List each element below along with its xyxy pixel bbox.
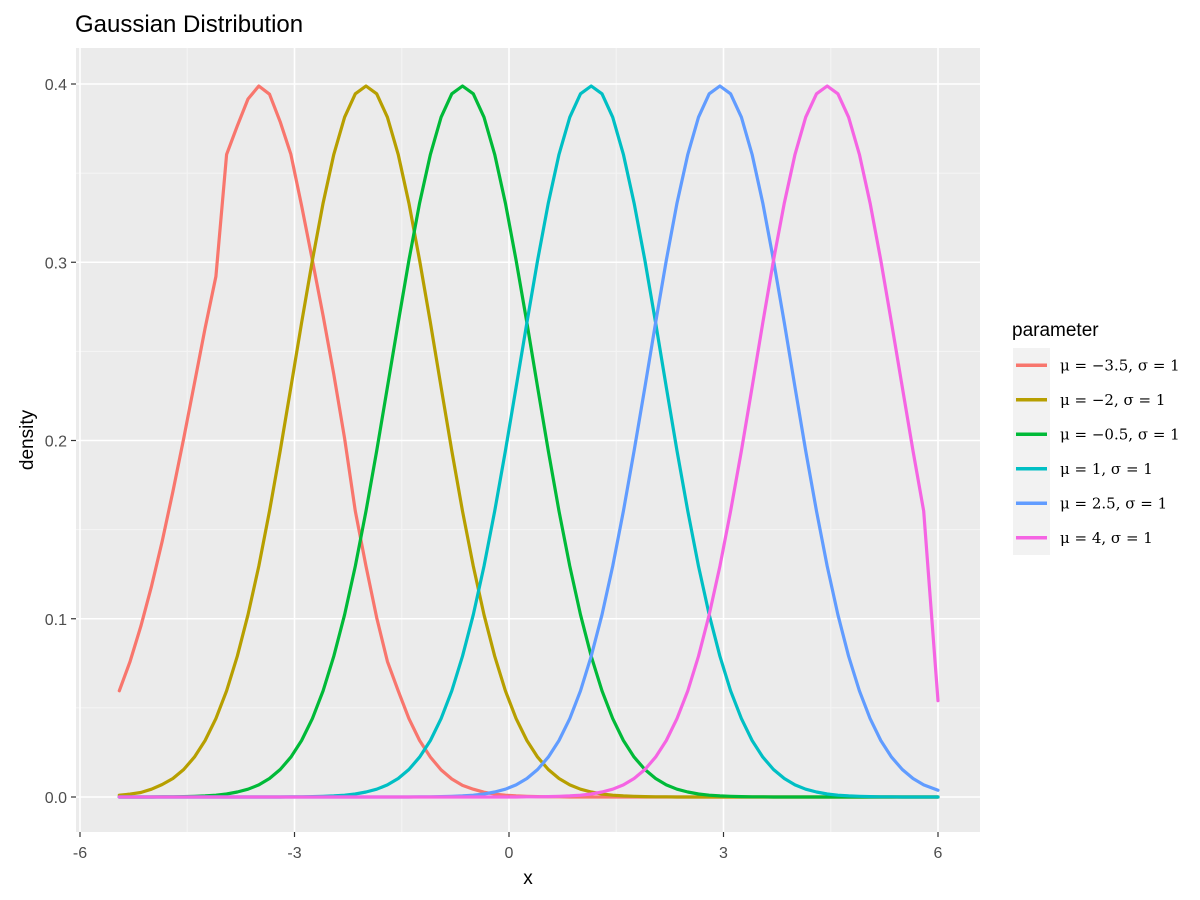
legend-label-6: μ = 4, σ = 1 (1060, 529, 1153, 547)
legend-label-1: μ = −3.5, σ = 1 (1060, 356, 1180, 374)
y-tick-label: 0.0 (45, 790, 67, 807)
series-line-6 (117, 84, 940, 799)
x-tick-label: 3 (719, 845, 728, 862)
legend-label-3: μ = −0.5, σ = 1 (1060, 425, 1180, 443)
chart-title: Gaussian Distribution (75, 11, 303, 38)
x-tick-label: -6 (73, 845, 87, 862)
x-tick-label: 0 (505, 845, 514, 862)
legend-label-2: μ = −2, σ = 1 (1060, 391, 1165, 409)
legend: parameter μ = −3.5, σ = 1 μ = −2, σ = 1 μ … (1012, 320, 1180, 555)
series-lines (117, 84, 940, 799)
y-tick-label: 0.4 (45, 77, 67, 94)
legend-label-5: μ = 2.5, σ = 1 (1060, 494, 1167, 512)
legend-title: parameter (1012, 320, 1099, 341)
legend-key-background (1013, 348, 1050, 555)
y-tick-label: 0.1 (45, 612, 67, 629)
y-tick-label: 0.2 (45, 434, 67, 451)
legend-label-4: μ = 1, σ = 1 (1060, 460, 1153, 478)
x-axis-title: x (523, 868, 533, 889)
x-axis: -6 -3 0 3 6 (73, 832, 943, 862)
y-axis-title: density (17, 409, 38, 470)
x-tick-label: 6 (934, 845, 943, 862)
y-axis: 0.0 0.1 0.2 0.3 0.4 (45, 77, 76, 807)
y-tick-label: 0.3 (45, 255, 67, 272)
x-tick-label: -3 (287, 845, 301, 862)
